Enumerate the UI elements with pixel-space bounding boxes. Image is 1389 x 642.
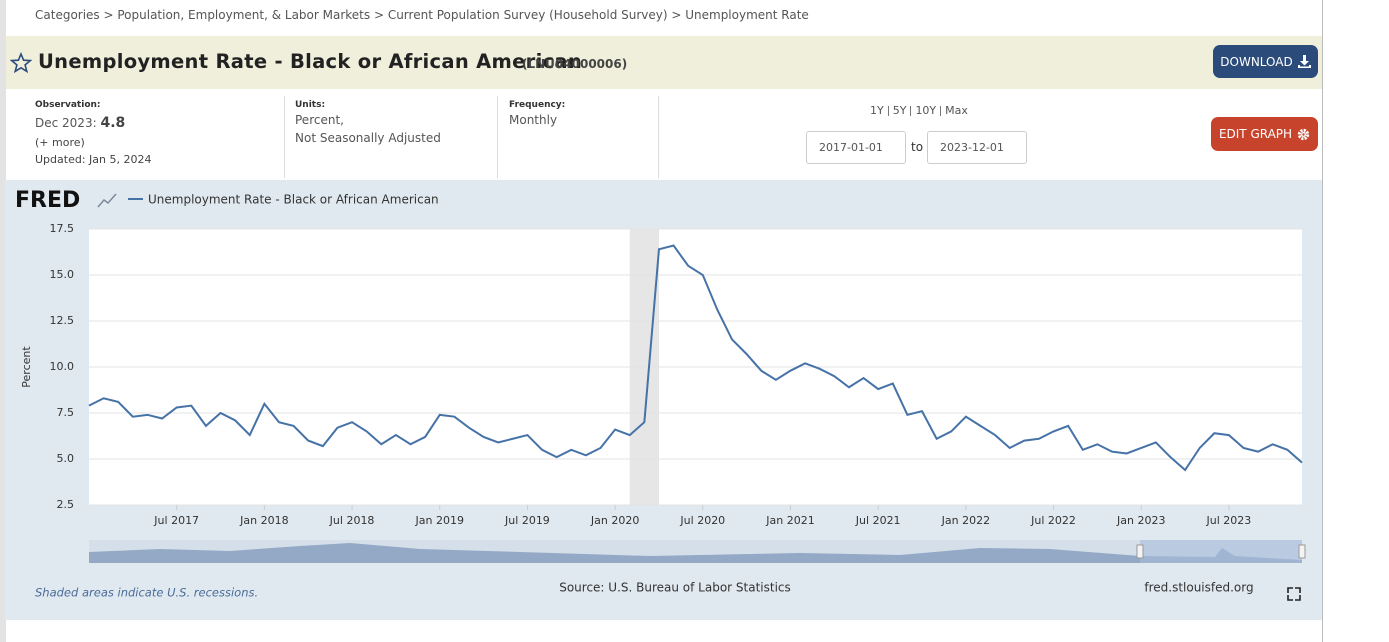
y-tick-label: 12.5 <box>50 314 75 327</box>
data-line <box>88 244 1303 472</box>
frequency: Monthly <box>509 113 558 127</box>
range-presets: 1Y 5Y 10Y Max <box>866 104 972 117</box>
y-tick-label: 17.5 <box>50 222 75 235</box>
y-axis-label: Percent <box>20 346 33 388</box>
fred-logo: FRED <box>15 188 80 213</box>
page: FRED Percent Shaded areas indicate U.S. … <box>0 0 1323 642</box>
edit-graph-button[interactable]: EDIT GRAPH <box>1211 117 1318 151</box>
updated: Updated: Jan 5, 2024 <box>35 153 152 166</box>
y-tick-label: 2.5 <box>57 498 75 511</box>
frequency-label: Frequency: <box>509 100 566 110</box>
start-date-input[interactable]: 2017-01-01 <box>806 131 906 164</box>
x-tick-label: Jan 2022 <box>941 514 990 527</box>
observation-value: 4.8 <box>100 115 126 131</box>
divider <box>658 96 659 178</box>
to-label: to <box>911 140 924 154</box>
observation-label: Observation: <box>35 100 101 110</box>
download-label: DOWNLOAD <box>1220 54 1293 69</box>
divider <box>497 96 498 178</box>
units: Not Seasonally Adjusted <box>295 131 441 145</box>
star-icon[interactable] <box>10 52 32 74</box>
observation: Dec 2023: 4.8 <box>35 115 125 131</box>
navigator <box>89 540 1306 563</box>
x-tick-label: Jan 2021 <box>765 514 814 527</box>
x-tick-label: Jan 2023 <box>1116 514 1165 527</box>
logo-icon <box>97 193 117 208</box>
range-preset[interactable]: Max <box>940 105 972 116</box>
divider <box>284 96 285 178</box>
x-tick-label: Jan 2018 <box>239 514 288 527</box>
more-link[interactable]: (+ more) <box>35 136 85 149</box>
series-id: (LNU04000006) <box>522 57 628 71</box>
y-tick-label: 5.0 <box>57 452 75 465</box>
navigator-area <box>89 543 1302 563</box>
navigator-handle[interactable] <box>1136 544 1144 559</box>
chart: FRED Percent Shaded areas indicate U.S. … <box>0 0 1322 642</box>
edit-graph-label: EDIT GRAPH <box>1218 127 1293 141</box>
x-tick-label: Jan 2019 <box>415 514 464 527</box>
units: Percent, <box>295 113 344 127</box>
navigator-handle[interactable] <box>1298 544 1306 559</box>
breadcrumb[interactable]: Categories > Population, Employment, & L… <box>35 8 809 22</box>
range-preset[interactable]: 1Y <box>870 104 884 117</box>
x-tick-label: Jul 2020 <box>679 514 725 527</box>
x-tick-label: Jul 2019 <box>504 514 550 527</box>
download-icon <box>1297 55 1311 68</box>
x-tick-label: Jul 2022 <box>1030 514 1076 527</box>
observation-date: Dec 2023: <box>35 116 97 130</box>
download-button[interactable]: DOWNLOAD <box>1213 45 1318 78</box>
units-label: Units: <box>295 100 326 110</box>
left-edge <box>0 0 6 642</box>
end-date-input[interactable]: 2023-12-01 <box>927 131 1027 164</box>
navigator-window[interactable] <box>1140 540 1302 563</box>
header-band <box>6 36 1322 89</box>
x-tick-label: Jan 2020 <box>590 514 639 527</box>
legend-label: Unemployment Rate - Black or African Ame… <box>148 193 439 207</box>
y-tick-label: 10.0 <box>50 360 75 373</box>
recession-note: Shaded areas indicate U.S. recessions. <box>35 586 258 600</box>
y-tick-label: 15.0 <box>50 268 75 281</box>
site-url[interactable]: fred.stlouisfed.org <box>1144 581 1253 595</box>
source: Source: U.S. Bureau of Labor Statistics <box>559 581 791 595</box>
fullscreen-icon[interactable] <box>1287 587 1301 601</box>
x-tick-label: Jul 2023 <box>1206 514 1252 527</box>
x-tick-label: Jul 2017 <box>153 514 199 527</box>
range-preset[interactable]: 10Y <box>910 105 940 116</box>
x-tick-label: Jul 2018 <box>329 514 375 527</box>
range-preset[interactable]: 5Y <box>887 105 911 116</box>
series-title: Unemployment Rate - Black or African Ame… <box>38 50 583 73</box>
y-tick-label: 7.5 <box>57 406 75 419</box>
x-tick-label: Jul 2021 <box>855 514 901 527</box>
gear-icon <box>1297 128 1310 140</box>
